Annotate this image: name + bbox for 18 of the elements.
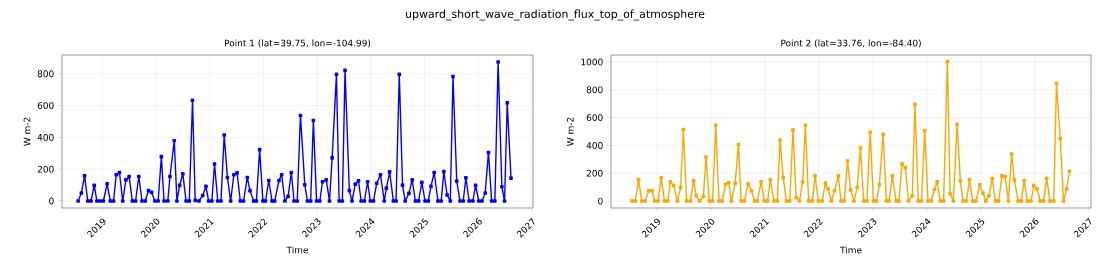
chart-subtitle: Point 1 (lat=39.75, lon=-104.99) <box>224 39 371 48</box>
y-tick-label: 0 <box>49 197 54 205</box>
chart-subtitle: Point 2 (lat=33.76, lon=-84.40) <box>781 39 921 48</box>
x-axis-title: Time <box>286 246 309 254</box>
y-tick-label: 600 <box>37 102 54 109</box>
y-axis-title: W m-2 <box>566 117 574 146</box>
y-tick-label: 200 <box>37 165 54 173</box>
y-tick-label: 1000 <box>581 58 603 66</box>
y-tick-label: 200 <box>586 169 603 177</box>
y-tick-label: 600 <box>586 114 603 121</box>
x-axis-title: Time <box>840 246 862 254</box>
y-tick-label: 0 <box>598 197 603 205</box>
y-tick-label: 400 <box>586 142 603 149</box>
y-tick-label: 400 <box>37 133 54 141</box>
y-tick-label: 800 <box>586 86 603 94</box>
y-tick-label: 800 <box>37 70 54 78</box>
text: upward_short_wave_radiation_flux_top_of_atmosphere <box>406 9 705 21</box>
y-axis-title: W m-2 <box>23 117 31 146</box>
